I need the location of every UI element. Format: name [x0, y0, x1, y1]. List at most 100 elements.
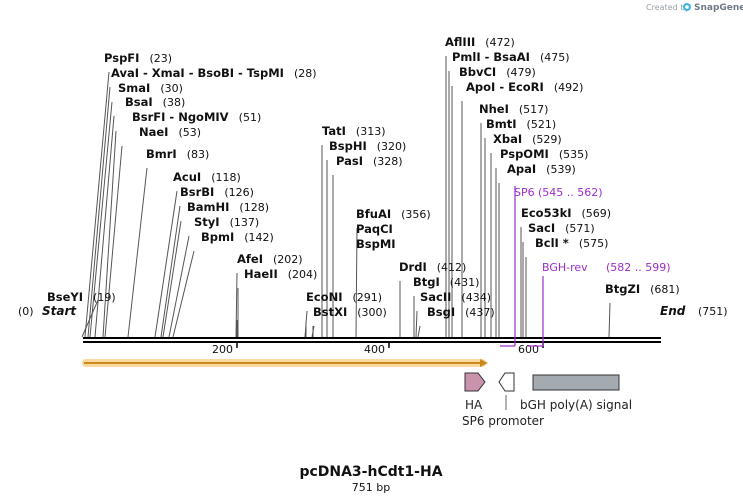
site-2-pos: (28): [294, 67, 317, 80]
site-14-pos: (204): [288, 268, 318, 281]
site-27-pos: (472): [485, 36, 515, 49]
site-4-name: BsaI: [125, 95, 153, 109]
site-27-name: AflIII: [445, 35, 475, 49]
site-7-pos: (83): [187, 148, 210, 161]
site-35-name: ApaI: [507, 162, 536, 176]
site-39-name: BtgZI: [605, 282, 640, 296]
site-16-pos: (300): [357, 306, 387, 319]
site-1-pos: (23): [149, 52, 172, 65]
site-8-name: AcuI: [173, 170, 201, 184]
primer-sp6-range: (545 .. 562): [538, 186, 603, 199]
sequence-ruler: 200 400 600: [83, 337, 661, 356]
site-14-name: HaeII: [244, 267, 278, 281]
site-9-name: BsrBI: [180, 185, 214, 199]
site-12-pos: (142): [244, 231, 274, 244]
site-6-pos: (53): [178, 126, 201, 139]
site-31-pos: (517): [519, 103, 549, 116]
site-24-pos: (431): [450, 276, 480, 289]
end-label: End: [660, 304, 686, 318]
site-29-pos: (479): [506, 66, 536, 79]
site-32-name: BmtI: [486, 117, 517, 131]
primer-sp6: SP6 (545 .. 562): [500, 186, 603, 347]
site-23-name: DrdI: [399, 260, 427, 274]
site-26-name: BsgI: [427, 305, 455, 319]
site-11-line: [168, 235, 190, 338]
site-3-name: SmaI: [118, 81, 150, 95]
site-9-pos: (126): [224, 186, 254, 199]
site-1-name: PspFI: [104, 51, 139, 65]
site-7-line: [127, 167, 148, 338]
snapgene-logo-icon: [683, 3, 691, 11]
site-7-name: BmrI: [146, 147, 177, 161]
site-26-line: [417, 325, 421, 338]
site-3-line: [89, 101, 113, 338]
site-33-name: XbaI: [493, 132, 522, 146]
start-label: Start: [42, 304, 77, 318]
tick-label-600: 600: [518, 343, 539, 356]
site-36-pos: (569): [582, 207, 612, 220]
site-19-pos: (328): [373, 155, 403, 168]
credit-brand: SnapGene: [694, 3, 743, 13]
site-2-name: AvaI - XmaI - BsoBI - TspMI: [111, 66, 284, 80]
sp6-promoter-arrow-icon: [498, 372, 515, 392]
site-18-name: BspHI: [329, 139, 367, 153]
start-pos: (0): [18, 305, 34, 318]
site-38-pos: (575): [579, 237, 609, 250]
site-15-name: EcoNI: [306, 290, 342, 304]
site-5-name: BsrFI - NgoMIV: [132, 110, 229, 124]
site-0-name: BseYI: [47, 290, 83, 304]
site-28-name: PmlI - BsaAI: [452, 50, 530, 64]
site-34-pos: (535): [559, 148, 589, 161]
site-19-name: PasI: [336, 154, 363, 168]
primer-sp6-name: SP6: [514, 186, 535, 199]
site-0-pos: (19): [93, 291, 116, 304]
tick-label-400: 400: [364, 343, 385, 356]
site-16-name: BstXI: [313, 305, 347, 319]
site-13-name: AfeI: [237, 252, 263, 266]
site-30-name: ApoI - EcoRI: [466, 80, 544, 94]
site-25-line: [415, 310, 418, 338]
site-15-pos: (291): [352, 291, 382, 304]
feature-bgh-label: bGH poly(A) signal: [520, 398, 632, 412]
feature-ha: HA: [464, 372, 486, 412]
site-4-pos: (38): [163, 96, 186, 109]
primer-bgh-rev: BGH-rev (582 .. 599): [528, 261, 671, 347]
site-12-line: [172, 250, 195, 338]
plasmid-length: 751 bp: [352, 481, 390, 494]
ha-arrow-icon: [464, 372, 486, 392]
site-5-pos: (51): [239, 111, 262, 124]
site-20-name: BfuAI: [356, 207, 391, 221]
site-32-pos: (521): [527, 118, 557, 131]
site-35-pos: (539): [546, 163, 576, 176]
site-12-name: BpmI: [201, 230, 234, 244]
site-3-pos: (30): [160, 82, 183, 95]
feature-sp6-promoter: SP6 promoter: [462, 372, 544, 428]
primer-bgh-range: (582 .. 599): [606, 261, 671, 274]
site-13-pos: (202): [273, 253, 303, 266]
site-31-name: NheI: [479, 102, 509, 116]
site-10-name: BamHI: [187, 200, 229, 214]
site-21-name: PaqCI: [356, 222, 393, 236]
site-26-pos: (437): [465, 306, 495, 319]
site-33-pos: (529): [532, 133, 562, 146]
feature-ha-label: HA: [465, 398, 483, 412]
orf-arrow: [82, 359, 488, 367]
feature-sp6-label: SP6 promoter: [462, 414, 544, 428]
site-39-line: [608, 302, 611, 338]
credit-prefix: Created by: [646, 3, 690, 12]
site-25-pos: (434): [461, 291, 491, 304]
site-29-name: BbvCI: [459, 65, 496, 79]
site-37-name: SacI: [528, 221, 555, 235]
site-10-pos: (128): [239, 201, 269, 214]
site-17-pos: (313): [356, 125, 386, 138]
site-17-name: TatI: [322, 124, 346, 138]
site-23-pos: (412): [437, 261, 467, 274]
site-4-line: [94, 115, 115, 338]
site-38-name: BclI *: [535, 236, 569, 250]
site-25-name: SacII: [420, 290, 451, 304]
end-pos: (751): [698, 305, 728, 318]
site-36-name: Eco53kI: [521, 206, 572, 220]
site-10-line: [162, 220, 182, 338]
site-8-line: [154, 190, 178, 338]
site-5-line: [102, 130, 117, 338]
